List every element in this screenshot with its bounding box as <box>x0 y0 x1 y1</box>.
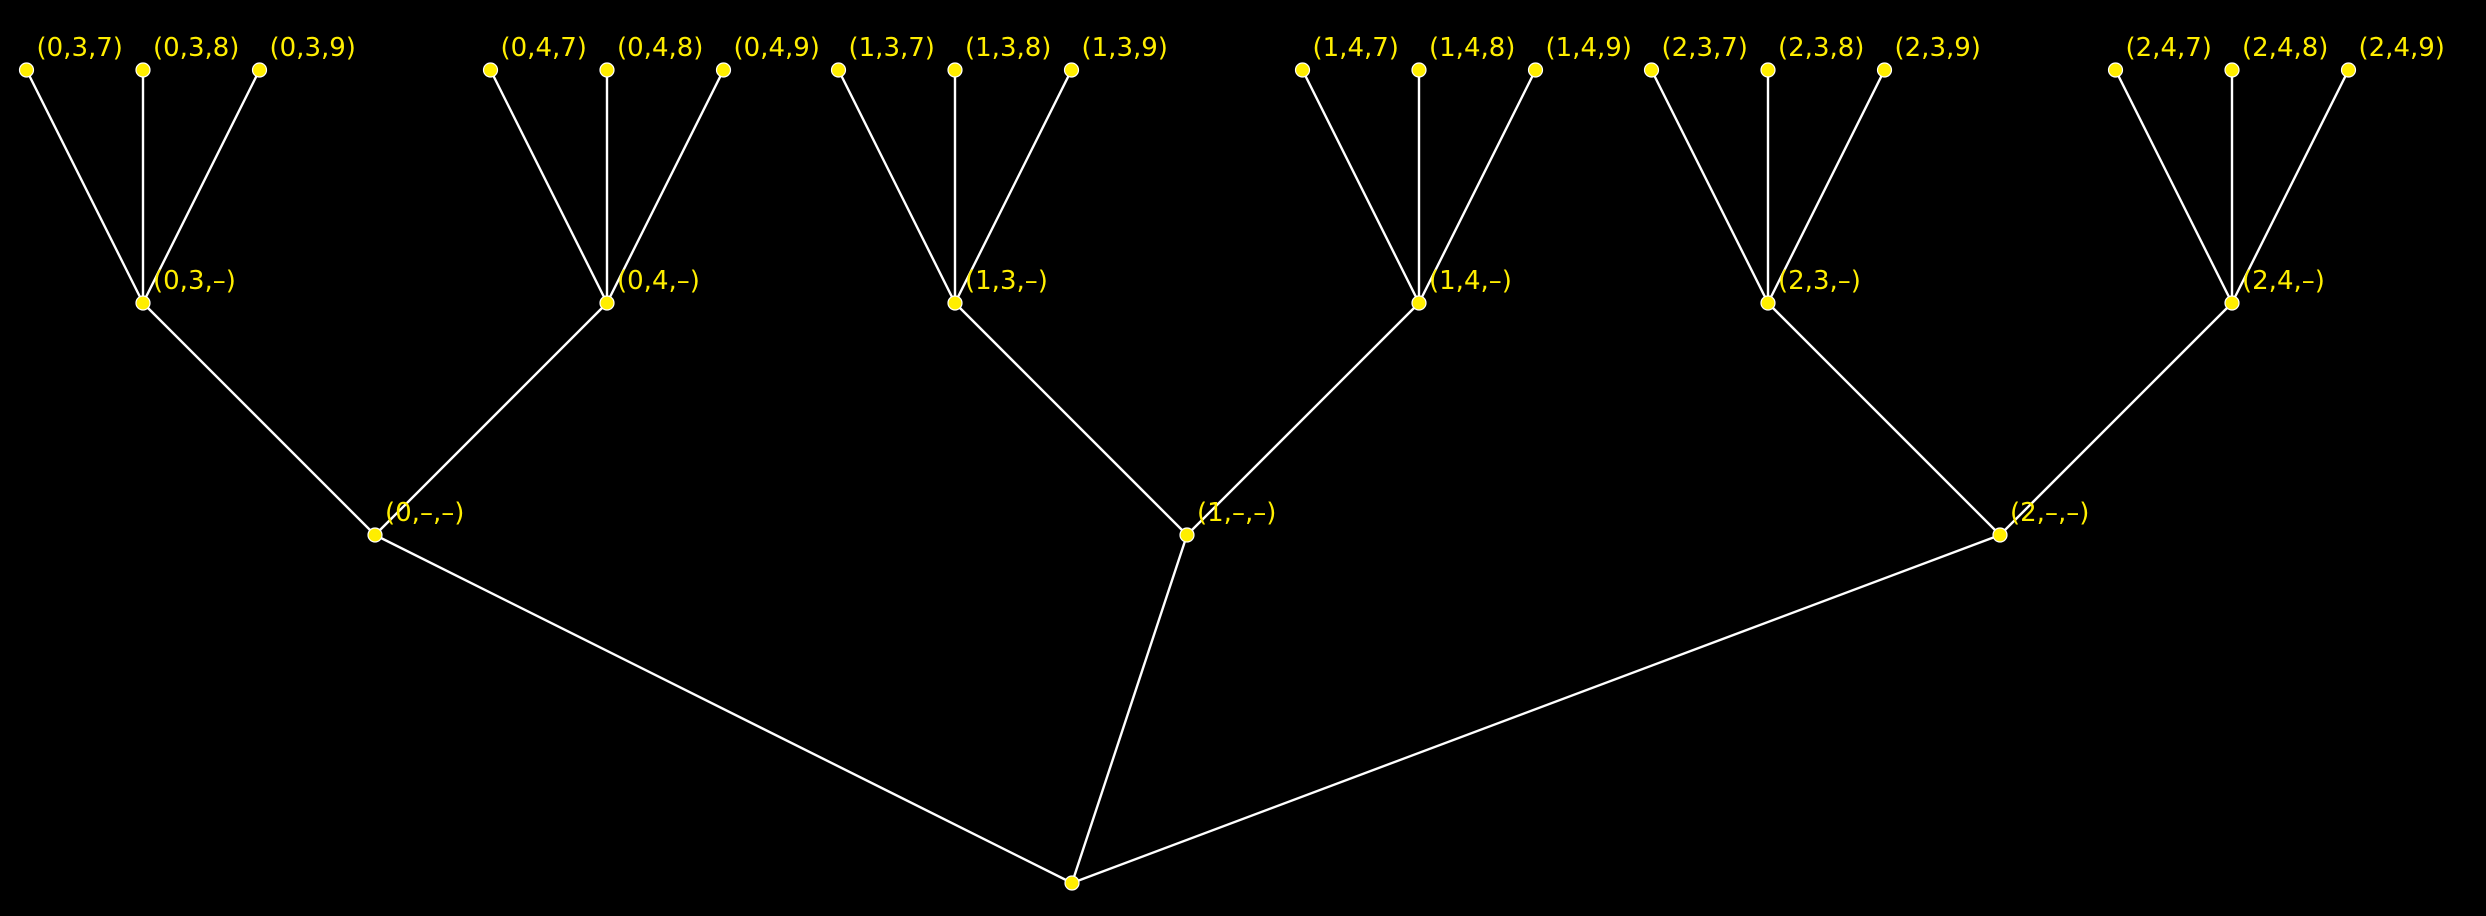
leaf-node-label: (0,4,8) <box>617 33 703 63</box>
edge-2-1-leaf-0 <box>2114 68 2234 305</box>
edge-1-to-1 <box>1185 301 1421 537</box>
leaf-node-label: (2,4,7) <box>2126 33 2212 63</box>
level2-node-label: (1,3,–) <box>965 266 1048 296</box>
leaf-node <box>135 62 151 78</box>
edge-1-0-leaf-2 <box>953 68 1073 305</box>
edge-0-1-leaf-2 <box>605 68 725 305</box>
edge-2-0-leaf-0 <box>1650 68 1770 305</box>
leaf-node <box>1294 62 1311 78</box>
leaf-node-label: (2,3,9) <box>1895 33 1981 63</box>
level2-node-label: (0,3,–) <box>153 266 236 296</box>
edge-root-to-1 <box>1070 533 1189 885</box>
leaf-node-label: (0,3,7) <box>37 33 123 63</box>
level2-node <box>1760 295 1776 311</box>
leaf-node <box>1527 62 1544 78</box>
edge-root-to-0 <box>373 533 1074 885</box>
edge-1-1-leaf-2 <box>1417 68 1537 305</box>
level1-node <box>1992 527 2008 543</box>
leaf-node-label: (2,4,8) <box>2242 33 2328 63</box>
leaf-node-label: (2,4,9) <box>2359 33 2445 63</box>
level1-node-label: (2,–,–) <box>2010 498 2089 528</box>
edge-2-to-0 <box>1766 301 2002 537</box>
edge-0-to-0 <box>141 301 377 537</box>
leaf-node <box>1760 62 1776 78</box>
leaf-node <box>2224 62 2240 78</box>
leaf-node-label: (0,4,7) <box>501 33 587 63</box>
leaf-node-label: (1,4,8) <box>1429 33 1515 63</box>
leaf-node <box>1643 62 1660 78</box>
leaf-node <box>599 62 615 78</box>
edge-0-1-leaf-0 <box>489 68 609 305</box>
leaf-node-label: (1,4,9) <box>1546 33 1632 63</box>
level1-node <box>1179 527 1195 543</box>
leaf-node <box>1411 62 1427 78</box>
leaf-node-label: (0,4,9) <box>734 33 820 63</box>
level2-node <box>1411 295 1427 311</box>
leaf-node <box>1876 62 1893 78</box>
edge-0-0-leaf-2 <box>141 68 261 305</box>
level2-node-label: (0,4,–) <box>617 266 700 296</box>
edge-root-to-2 <box>1070 533 2002 885</box>
leaf-node-label: (1,3,9) <box>1082 33 1168 63</box>
labels-layer: (0,3,7) (0,3,8) (0,3,9) (0,3,–) (0,4,7) (0,4,… <box>37 33 2445 528</box>
edge-2-1-leaf-2 <box>2230 68 2350 305</box>
edge-2-to-1 <box>1998 301 2234 537</box>
leaf-node-label: (2,3,7) <box>1662 33 1748 63</box>
leaf-node <box>1063 62 1080 78</box>
leaf-node <box>18 62 35 78</box>
edge-0-0-leaf-0 <box>25 68 145 305</box>
edge-1-0-leaf-0 <box>837 68 957 305</box>
nodes-layer <box>18 62 2357 891</box>
leaf-node <box>2107 62 2124 78</box>
leaf-node <box>251 62 268 78</box>
level1-node-label: (0,–,–) <box>385 498 464 528</box>
leaf-node-label: (1,4,7) <box>1313 33 1399 63</box>
level2-node <box>599 295 615 311</box>
leaf-node-label: (0,3,8) <box>153 33 239 63</box>
leaf-node <box>482 62 499 78</box>
level2-node <box>135 295 151 311</box>
leaf-node <box>715 62 732 78</box>
level2-node <box>947 295 963 311</box>
level1-node <box>367 527 383 543</box>
leaf-node <box>830 62 847 78</box>
leaf-node-label: (0,3,9) <box>270 33 356 63</box>
level2-node-label: (1,4,–) <box>1429 266 1512 296</box>
leaf-node-label: (1,3,8) <box>965 33 1051 63</box>
level2-node <box>2224 295 2240 311</box>
level2-node-label: (2,3,–) <box>1778 266 1861 296</box>
leaf-node <box>947 62 963 78</box>
level2-node-label: (2,4,–) <box>2242 266 2325 296</box>
edge-1-to-0 <box>953 301 1189 537</box>
level1-node-label: (1,–,–) <box>1197 498 1276 528</box>
leaf-node-label: (2,3,8) <box>1778 33 1864 63</box>
leaf-node-label: (1,3,7) <box>849 33 935 63</box>
root-node <box>1064 875 1080 891</box>
edge-2-0-leaf-2 <box>1766 68 1886 305</box>
edge-0-to-1 <box>373 301 609 537</box>
edge-1-1-leaf-0 <box>1301 68 1421 305</box>
leaf-node <box>2340 62 2357 78</box>
edges-layer <box>25 68 2350 885</box>
